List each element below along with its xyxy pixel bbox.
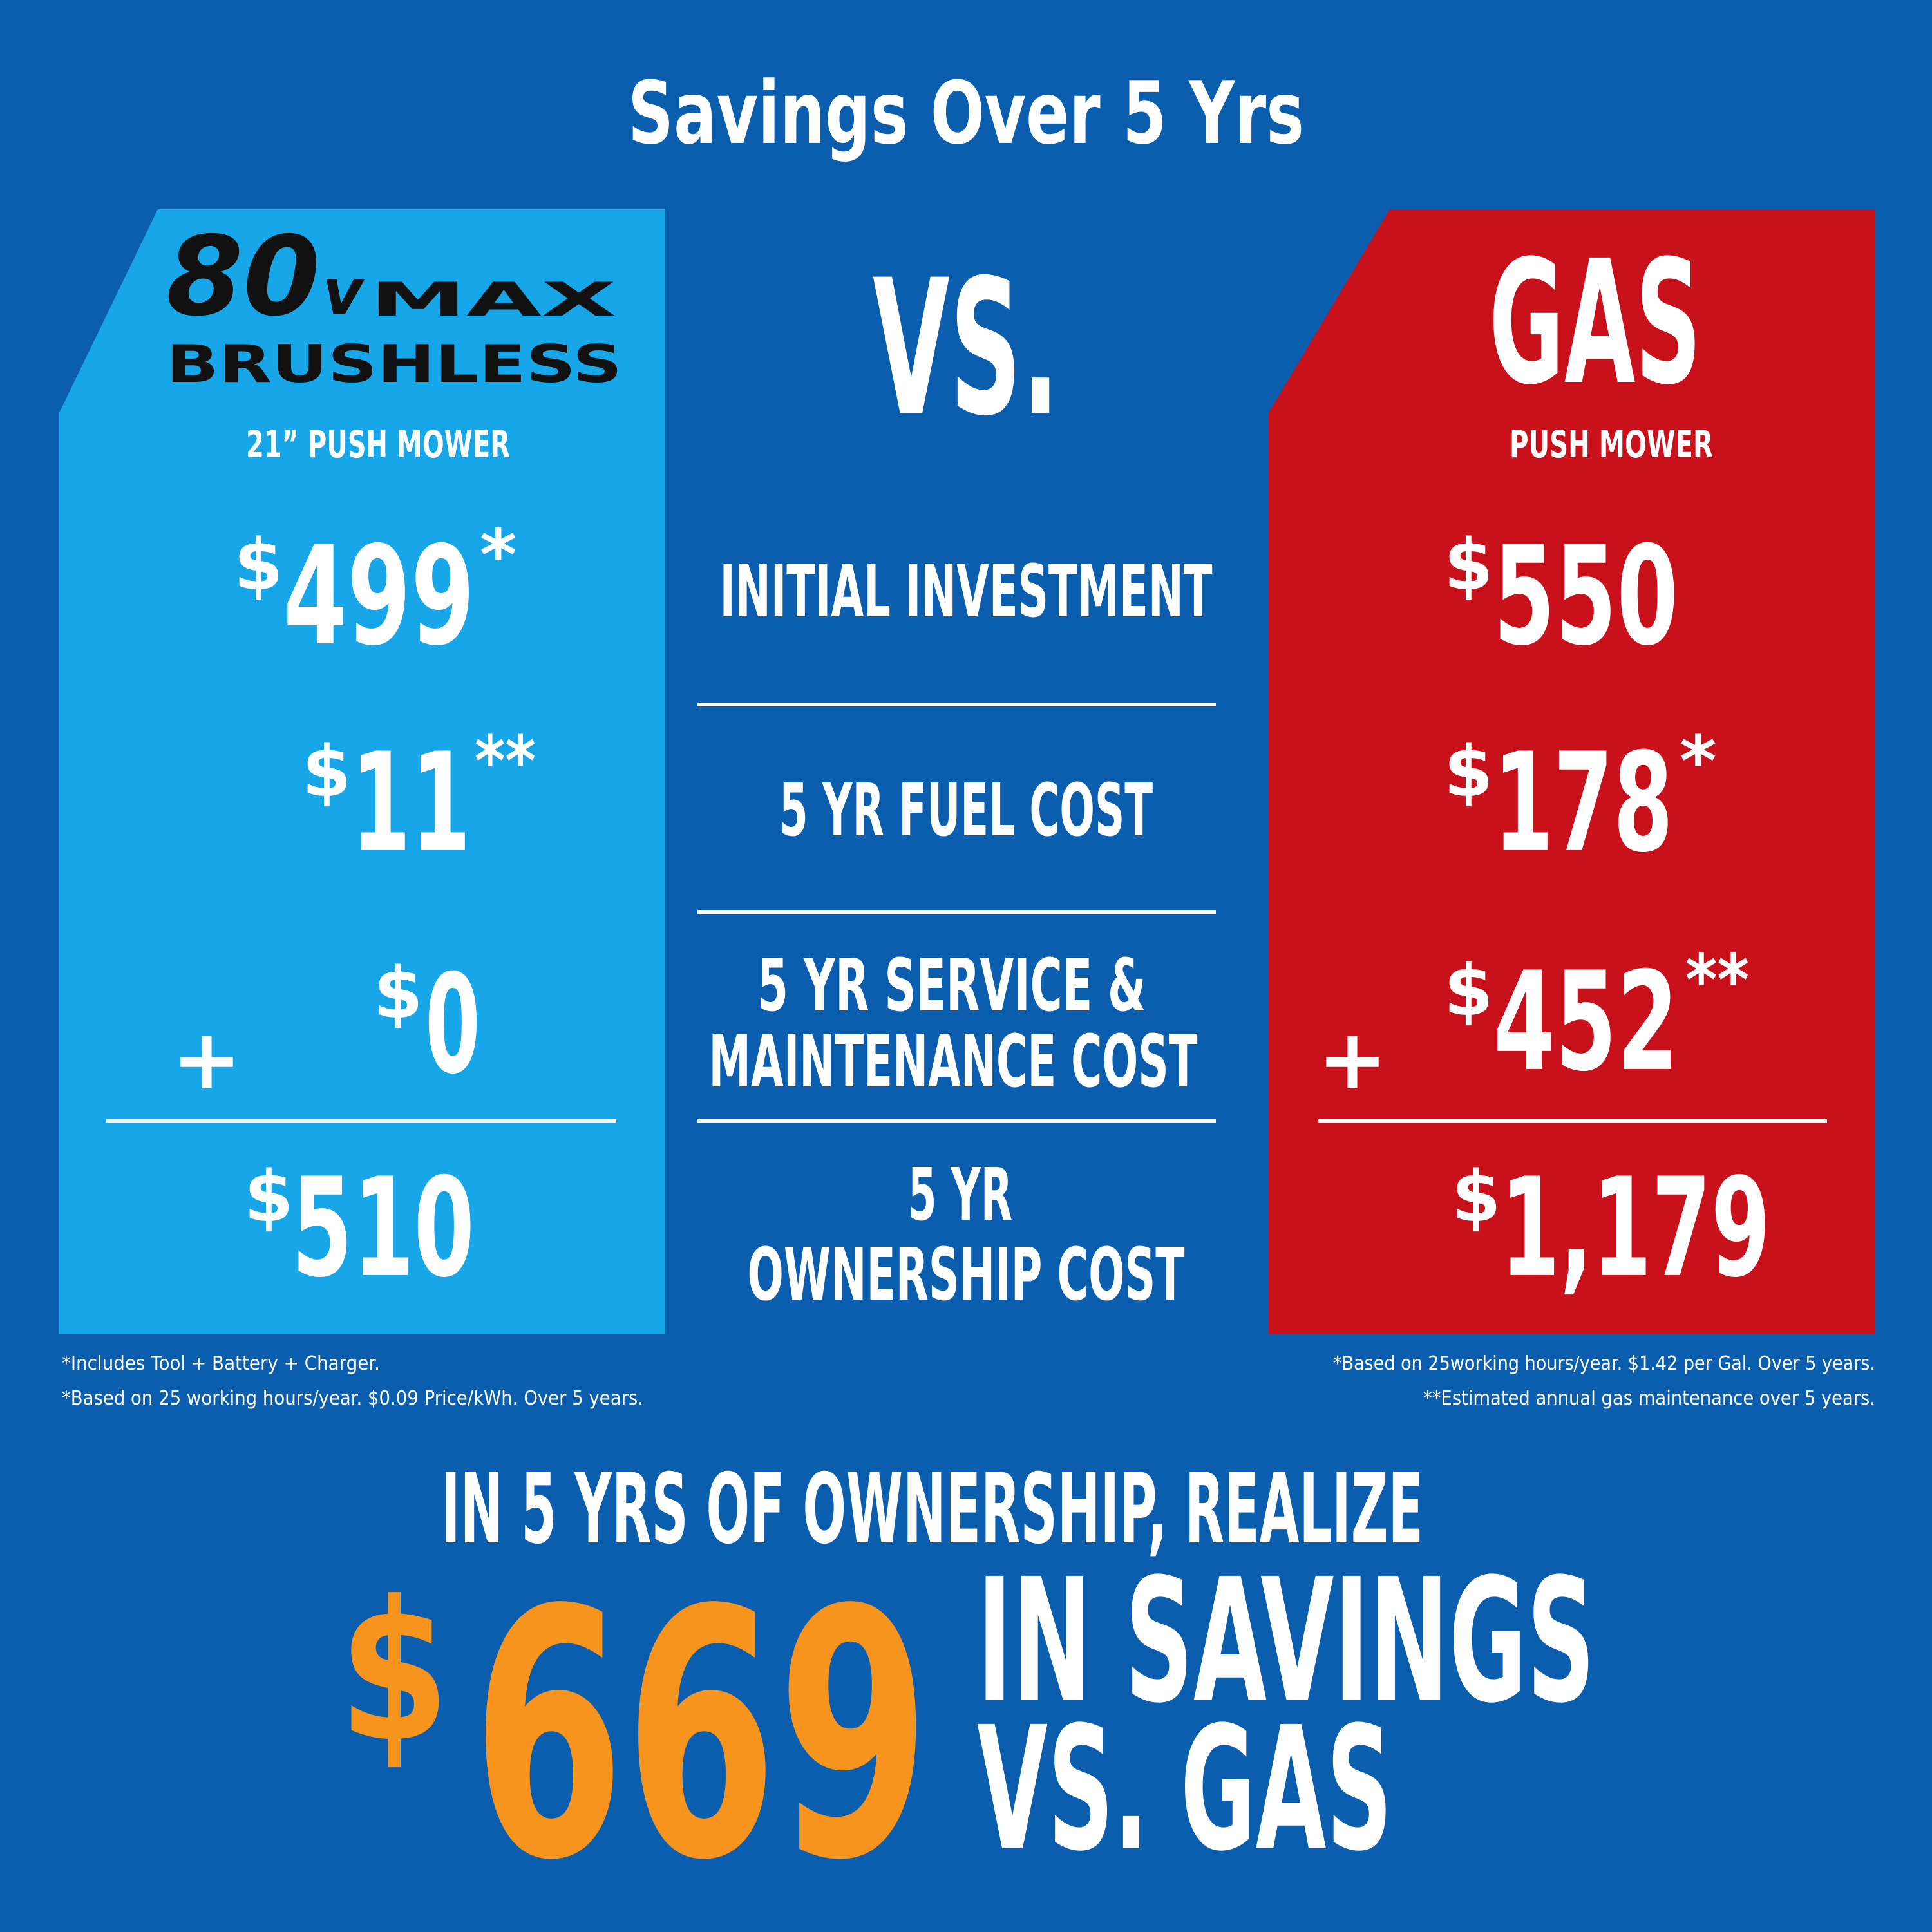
brand-line: BRUSHLESS: [166, 334, 622, 394]
cost-note: *: [1680, 720, 1717, 802]
product-name: PUSH MOWER: [1510, 422, 1713, 466]
currency: $: [244, 1155, 294, 1238]
cost-note: **: [1685, 939, 1749, 1021]
cost-amount: 178: [1493, 723, 1673, 882]
cost-amount: 499: [283, 516, 475, 676]
summary-line: IN SAVINGS: [977, 1542, 1595, 1741]
footnote: *Based on 25 working hours/year. $0.09 P…: [62, 1387, 643, 1410]
row-label: OWNERSHIP COST: [748, 1233, 1185, 1317]
currency: $: [234, 524, 283, 606]
plus-sign: +: [1318, 1010, 1388, 1108]
currency: $: [374, 952, 423, 1034]
footnote: **Estimated annual gas maintenance over …: [1423, 1387, 1875, 1410]
brand-series: MAX: [370, 272, 616, 327]
vs-label: VS.: [873, 240, 1059, 457]
currency: $: [1452, 1155, 1501, 1238]
brand-voltage: 80: [166, 213, 320, 341]
cost-amount: 0: [425, 945, 480, 1104]
summary-currency: $: [339, 1560, 450, 1785]
electric-panel: [59, 209, 665, 1334]
row-label: 5 YR FUEL COST: [779, 769, 1153, 853]
currency: $: [1444, 949, 1493, 1032]
row-label: 5 YR SERVICE &: [758, 944, 1146, 1028]
cost-amount: 11: [351, 723, 471, 882]
total-amount: 510: [292, 1148, 475, 1307]
cost-amount: 550: [1493, 516, 1678, 676]
product-name: 21” PUSH MOWER: [246, 422, 510, 466]
cost-amount: 452: [1493, 942, 1678, 1101]
plus-sign: +: [172, 1010, 242, 1108]
currency: $: [302, 730, 352, 813]
row-label: INITIAL INVESTMENT: [720, 550, 1213, 634]
summary-amount: 669: [472, 1537, 930, 1932]
gas-brand: GAS: [1489, 224, 1701, 422]
cost-note: **: [475, 720, 536, 802]
row-label: 5 YR: [908, 1153, 1012, 1237]
title: Savings Over 5 Yrs: [628, 63, 1304, 164]
currency: $: [1444, 524, 1493, 606]
footnote: *Based on 25working hours/year. $1.42 pe…: [1333, 1352, 1875, 1375]
gas-panel: [1269, 209, 1875, 1334]
cost-note: *: [480, 514, 517, 596]
summary-intro: IN 5 YRS OF OWNERSHIP, REALIZE: [441, 1454, 1423, 1566]
currency: $: [1444, 730, 1493, 813]
footnote: *Includes Tool + Battery + Charger.: [62, 1352, 380, 1375]
total-amount: 1,179: [1501, 1148, 1770, 1307]
brand-unit: v: [323, 254, 365, 330]
summary-line: VS. GAS: [977, 1690, 1392, 1889]
row-label: MAINTENANCE COST: [709, 1020, 1198, 1104]
